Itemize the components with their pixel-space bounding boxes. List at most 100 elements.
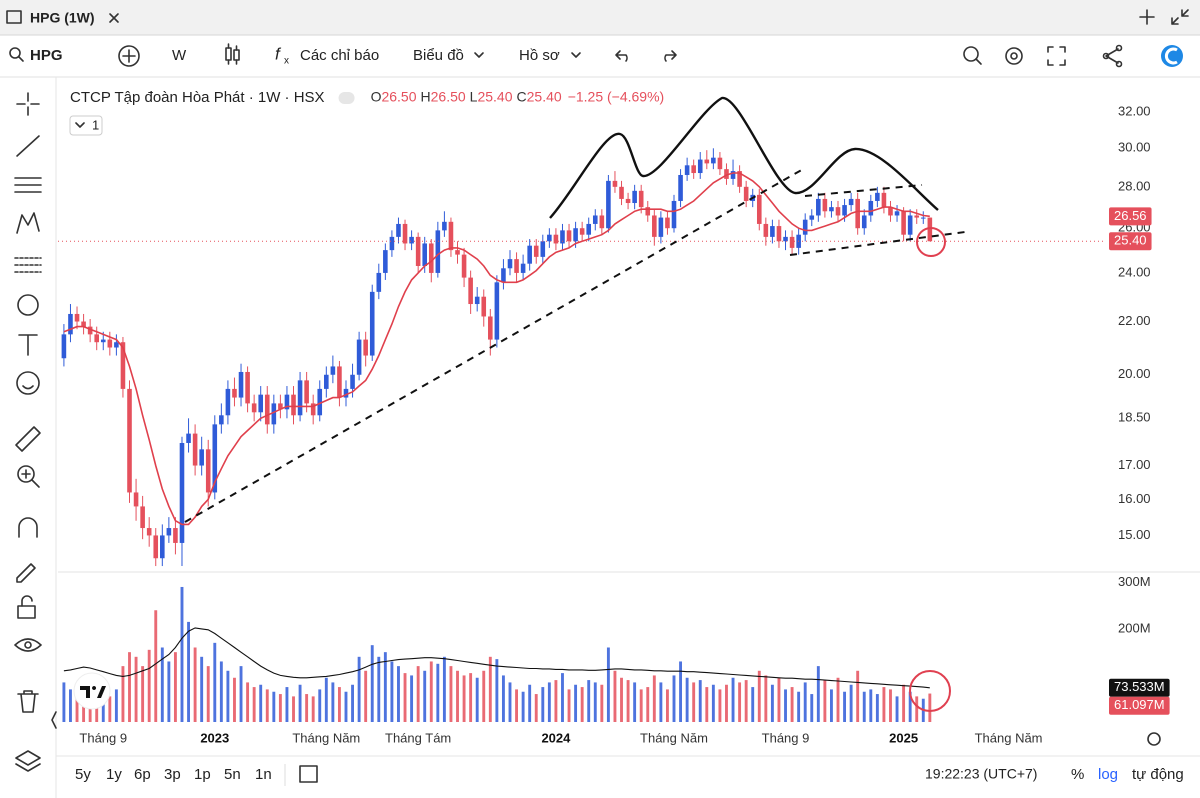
range-button[interactable]: 6p bbox=[134, 766, 151, 783]
volume-bar bbox=[285, 687, 289, 722]
volume-bar bbox=[173, 652, 177, 722]
auto-toggle[interactable]: tự động bbox=[1132, 766, 1184, 783]
app-logo[interactable] bbox=[1161, 45, 1183, 67]
x-tick-label: Tháng Năm bbox=[292, 730, 360, 745]
candle-body bbox=[717, 157, 723, 170]
volume-bar bbox=[646, 687, 650, 722]
candle-body bbox=[809, 215, 815, 220]
goto-date[interactable] bbox=[299, 765, 318, 783]
candle-body bbox=[356, 339, 362, 375]
candle-body bbox=[927, 217, 933, 242]
add-tab[interactable] bbox=[1139, 9, 1155, 25]
candle-body bbox=[848, 198, 854, 206]
candle-body bbox=[599, 215, 605, 229]
log-toggle[interactable]: log bbox=[1098, 766, 1118, 783]
ruler-tool[interactable] bbox=[15, 426, 41, 452]
share-icon bbox=[1115, 60, 1123, 68]
fib-tool[interactable] bbox=[14, 177, 42, 193]
candle-type[interactable] bbox=[225, 43, 240, 65]
collapse-handle[interactable] bbox=[51, 711, 57, 729]
volume-bar bbox=[567, 689, 571, 722]
volume-bar bbox=[816, 666, 820, 722]
hide-tool[interactable] bbox=[14, 638, 42, 652]
volume-bar bbox=[751, 687, 755, 722]
x-tick-label: Tháng Năm bbox=[975, 730, 1043, 745]
volume-bar bbox=[462, 675, 466, 722]
candle-body bbox=[606, 180, 611, 229]
candle-body bbox=[114, 342, 119, 348]
zoom-tool[interactable] bbox=[17, 465, 35, 483]
magnet-tool[interactable] bbox=[18, 517, 38, 538]
volume-bar bbox=[324, 677, 328, 722]
candle-body bbox=[494, 282, 500, 340]
volume-bar bbox=[351, 684, 354, 722]
range-button[interactable]: 1n bbox=[255, 766, 272, 783]
fullscreen-icon[interactable] bbox=[1047, 46, 1066, 66]
volume-bar bbox=[121, 666, 125, 722]
projection-tool[interactable] bbox=[14, 257, 42, 273]
alert-icon[interactable] bbox=[963, 46, 979, 62]
axis-settings[interactable] bbox=[1147, 732, 1161, 746]
candle-body bbox=[61, 334, 67, 359]
candle-body bbox=[474, 296, 480, 305]
ohlc-key: O bbox=[371, 89, 382, 105]
crosshair-tool[interactable] bbox=[16, 92, 40, 116]
candle-body bbox=[901, 211, 906, 235]
candle-body bbox=[547, 234, 552, 242]
symbol-search[interactable]: HPG bbox=[9, 47, 63, 64]
candle-body bbox=[658, 217, 664, 237]
close-icon[interactable] bbox=[109, 13, 119, 23]
indicator-toggle[interactable] bbox=[69, 115, 103, 136]
unlock-tool[interactable] bbox=[17, 605, 36, 619]
percent-toggle[interactable]: % bbox=[1071, 766, 1084, 783]
collapse-icon[interactable] bbox=[1171, 9, 1189, 25]
candle-body bbox=[914, 215, 920, 218]
pattern-tool[interactable] bbox=[16, 212, 40, 234]
volume-bar bbox=[370, 645, 374, 722]
candle-body bbox=[212, 424, 218, 493]
candle-body bbox=[284, 394, 290, 410]
volume-bar bbox=[423, 670, 427, 722]
range-button[interactable]: 5y bbox=[75, 766, 91, 783]
candle-body bbox=[173, 528, 178, 543]
candle-body bbox=[560, 230, 565, 244]
candle-body bbox=[205, 449, 211, 493]
redo[interactable] bbox=[664, 50, 677, 62]
volume-bar bbox=[784, 689, 787, 722]
fx-icon[interactable]: f bbox=[275, 44, 282, 63]
range-button[interactable]: 3p bbox=[164, 766, 181, 783]
lock-drawings[interactable] bbox=[16, 563, 36, 583]
add-symbol[interactable] bbox=[118, 45, 140, 67]
indicators-button[interactable]: Các chỉ báo bbox=[300, 47, 379, 64]
profile-button[interactable]: Hồ sơ bbox=[519, 47, 560, 64]
legend-toggle[interactable] bbox=[338, 92, 355, 104]
tab[interactable]: HPG (1W) bbox=[6, 10, 119, 26]
tab-title: HPG (1W) bbox=[30, 10, 95, 26]
volume-bar bbox=[318, 689, 322, 722]
volume-bar bbox=[114, 689, 118, 722]
trendline-tool[interactable] bbox=[16, 135, 40, 157]
text-tool[interactable] bbox=[18, 334, 38, 356]
undo[interactable] bbox=[615, 50, 628, 62]
range-button[interactable]: 5n bbox=[224, 766, 241, 783]
range-button[interactable]: 1y bbox=[106, 766, 122, 783]
layers-tool[interactable] bbox=[15, 750, 41, 772]
volume-bar bbox=[895, 696, 899, 722]
delete-tool[interactable] bbox=[17, 690, 39, 713]
volume-bar bbox=[180, 586, 184, 722]
brush-tool[interactable] bbox=[17, 294, 39, 316]
interval[interactable]: W bbox=[172, 47, 187, 64]
emoji-tool[interactable] bbox=[16, 371, 40, 395]
candle-body bbox=[763, 223, 769, 237]
settings-icon[interactable] bbox=[1005, 47, 1023, 65]
volume-bar bbox=[397, 666, 400, 722]
range-button[interactable]: 1p bbox=[194, 766, 211, 783]
volume-bar bbox=[777, 677, 781, 722]
volume-bar bbox=[278, 694, 282, 722]
chart-type-button[interactable]: Biểu đồ bbox=[413, 47, 464, 64]
volume-bar bbox=[829, 689, 833, 722]
x-tick-label: 2024 bbox=[541, 730, 571, 745]
hide-tool bbox=[24, 641, 32, 649]
volume-bar bbox=[344, 691, 348, 722]
